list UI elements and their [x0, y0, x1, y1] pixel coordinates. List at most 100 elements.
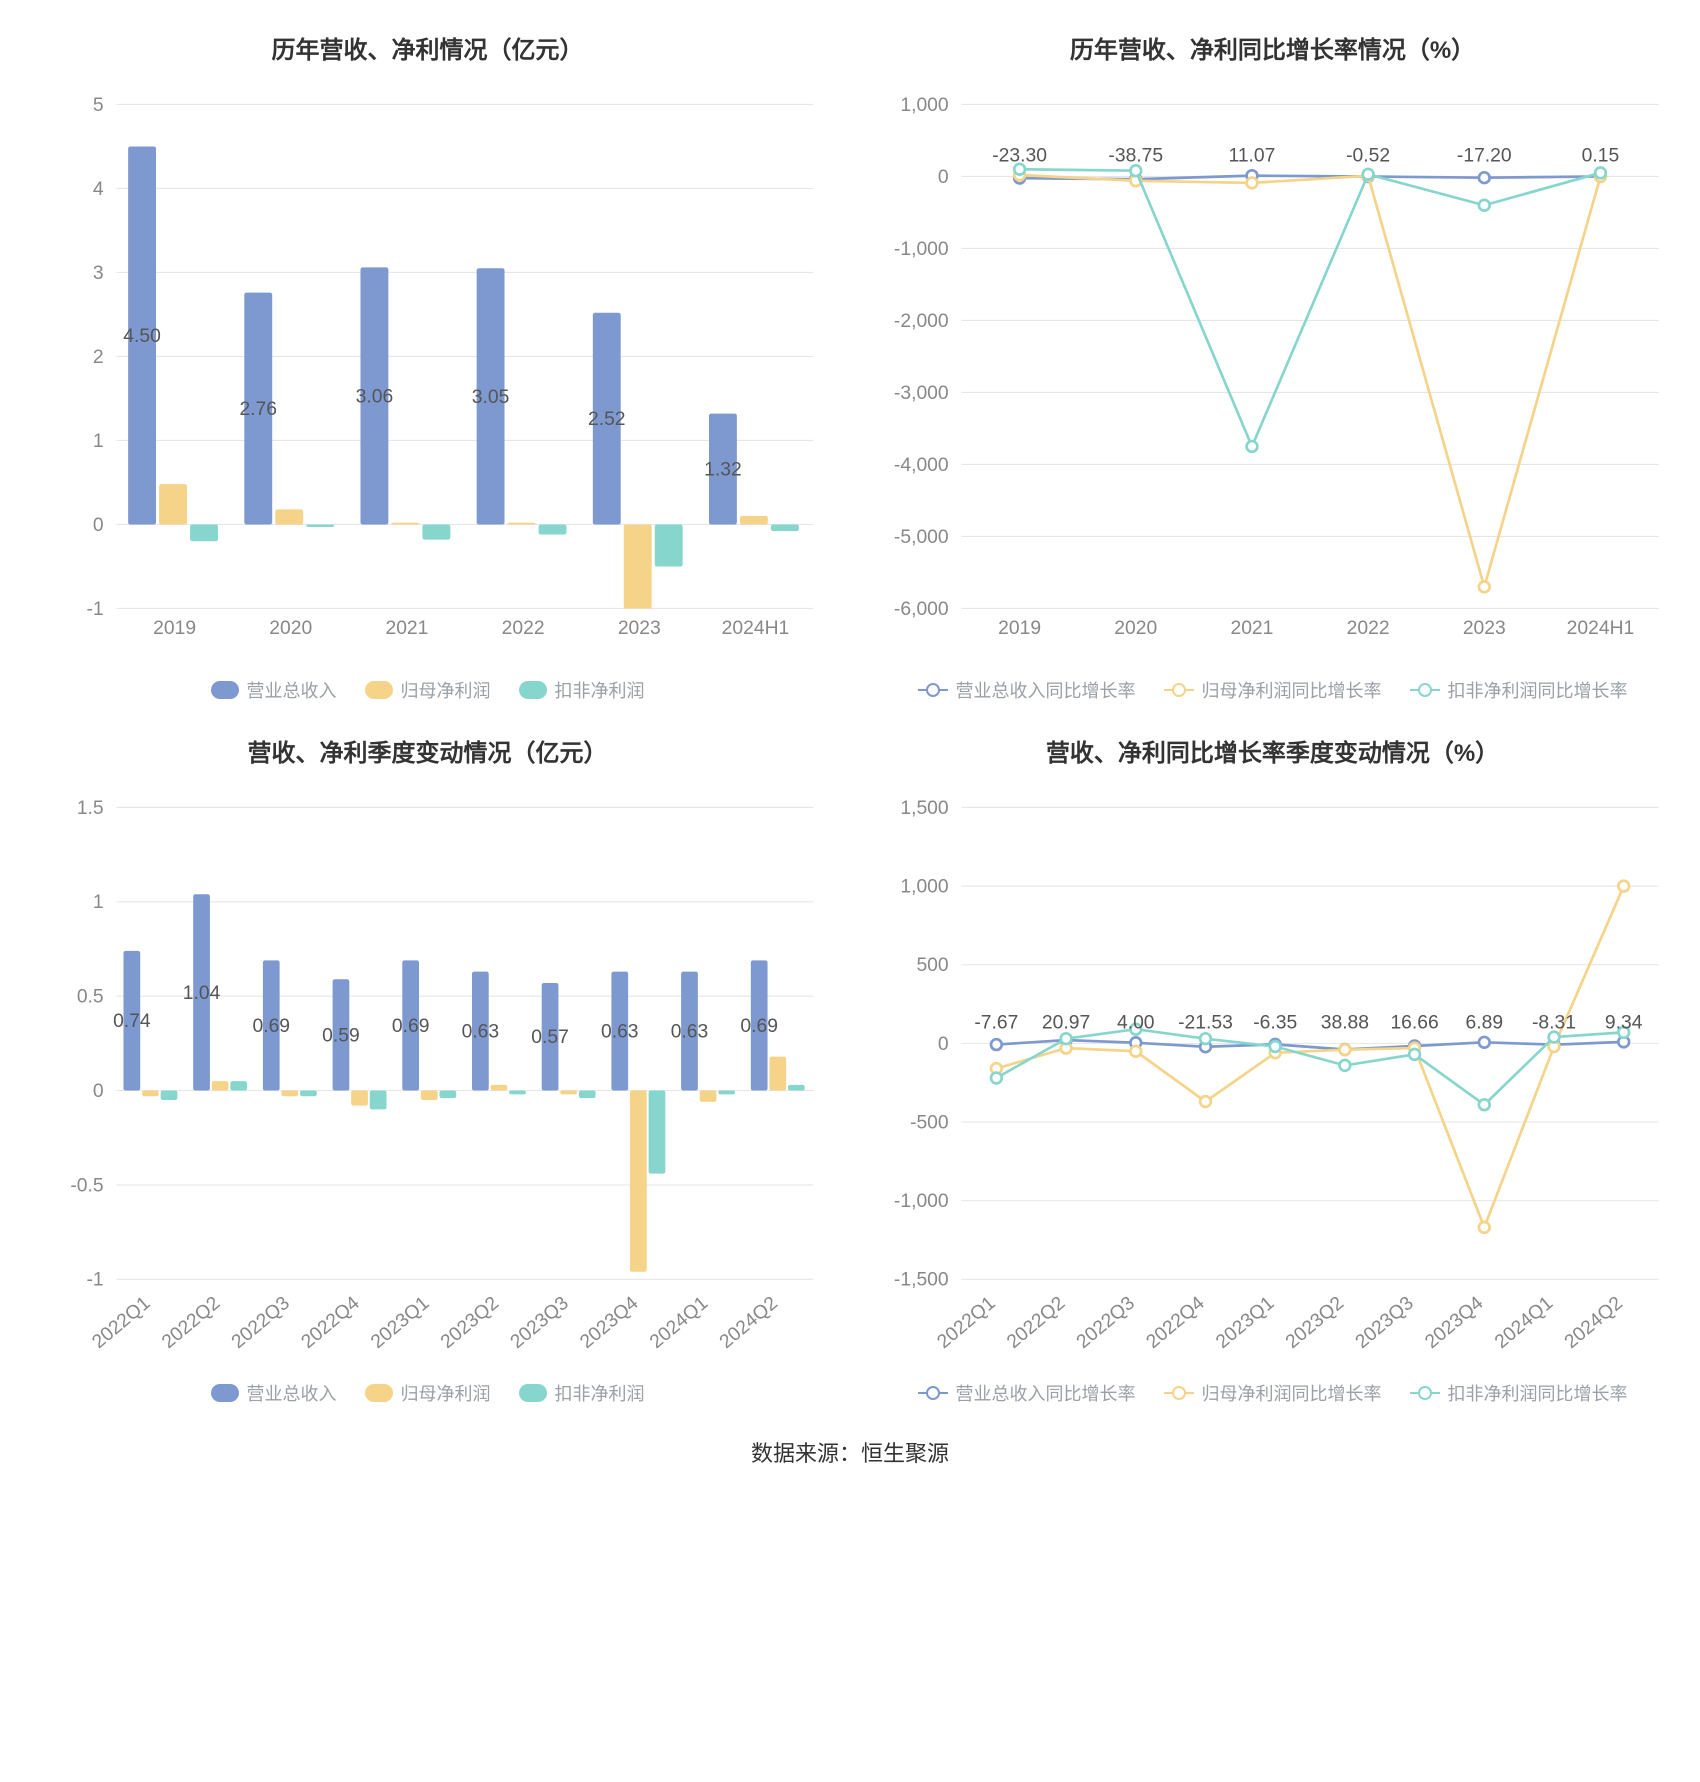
svg-text:1,500: 1,500: [900, 798, 948, 819]
svg-text:2: 2: [93, 347, 104, 368]
legend-label: 扣非净利润: [555, 677, 645, 703]
chart1-title: 历年营收、净利情况（亿元）: [20, 30, 835, 65]
legend-swatch: [918, 683, 948, 697]
legend-swatch: [211, 681, 239, 699]
legend-item: 营业总收入: [211, 1380, 337, 1406]
legend-label: 营业总收入同比增长率: [956, 677, 1136, 703]
chart4-legend: 营业总收入同比增长率 归母净利润同比增长率 扣非净利润同比增长率: [865, 1380, 1680, 1406]
svg-text:2023Q4: 2023Q4: [1421, 1293, 1487, 1353]
legend-label: 营业总收入同比增长率: [956, 1380, 1136, 1406]
svg-text:500: 500: [916, 955, 948, 976]
svg-text:-5,000: -5,000: [894, 527, 949, 548]
svg-text:11.07: 11.07: [1229, 145, 1276, 166]
legend-swatch: [918, 1386, 948, 1400]
svg-text:2020: 2020: [269, 618, 312, 639]
legend-item: 扣非净利润同比增长率: [1410, 677, 1628, 703]
legend-label: 营业总收入: [247, 1380, 337, 1406]
svg-text:-38.75: -38.75: [1108, 145, 1163, 166]
svg-text:2.52: 2.52: [588, 409, 626, 430]
svg-text:-1,000: -1,000: [894, 1191, 949, 1212]
svg-text:-17.20: -17.20: [1457, 145, 1512, 166]
chart3-title: 营收、净利季度变动情况（亿元）: [20, 733, 835, 768]
legend-swatch: [1164, 1386, 1194, 1400]
legend-item: 营业总收入同比增长率: [918, 1380, 1136, 1406]
svg-text:2024Q1: 2024Q1: [646, 1293, 712, 1353]
svg-text:6.89: 6.89: [1466, 1012, 1504, 1033]
svg-text:2022Q4: 2022Q4: [1143, 1293, 1209, 1353]
legend-swatch: [365, 681, 393, 699]
svg-text:-3,000: -3,000: [894, 383, 949, 404]
svg-text:0.15: 0.15: [1582, 145, 1620, 166]
legend-swatch: [211, 1384, 239, 1402]
chart4-title: 营收、净利同比增长率季度变动情况（%）: [865, 733, 1680, 768]
svg-text:3.06: 3.06: [356, 386, 394, 407]
chart2-legend: 营业总收入同比增长率 归母净利润同比增长率 扣非净利润同比增长率: [865, 677, 1680, 703]
svg-text:1.5: 1.5: [77, 798, 104, 819]
svg-text:0.74: 0.74: [113, 1011, 151, 1032]
svg-text:2024Q2: 2024Q2: [716, 1293, 782, 1353]
svg-text:0.63: 0.63: [671, 1022, 709, 1043]
svg-text:-1,000: -1,000: [894, 239, 949, 260]
svg-text:2022Q4: 2022Q4: [298, 1293, 364, 1353]
svg-text:2019: 2019: [998, 618, 1041, 639]
svg-text:-1: -1: [86, 599, 103, 620]
panel-quarterly-bar: 营收、净利季度变动情况（亿元） -1-0.500.511.52022Q12022…: [20, 723, 835, 1406]
svg-text:5: 5: [93, 95, 104, 116]
legend-label: 营业总收入: [247, 677, 337, 703]
svg-text:-6,000: -6,000: [894, 599, 949, 620]
svg-text:2021: 2021: [385, 618, 428, 639]
svg-text:0: 0: [93, 1081, 104, 1102]
svg-text:0: 0: [93, 515, 104, 536]
svg-text:-6.35: -6.35: [1253, 1012, 1297, 1033]
svg-text:2022Q2: 2022Q2: [158, 1293, 224, 1353]
svg-text:2.76: 2.76: [239, 399, 277, 420]
chart3-legend: 营业总收入 归母净利润 扣非净利润: [20, 1380, 835, 1406]
svg-text:-0.5: -0.5: [70, 1175, 103, 1196]
svg-text:-0.52: -0.52: [1346, 145, 1390, 166]
svg-text:0: 0: [938, 1034, 949, 1055]
chart3-plot: -1-0.500.511.52022Q12022Q22022Q32022Q420…: [20, 786, 835, 1370]
panel-annual-bar: 历年营收、净利情况（亿元） -1012345201920202021202220…: [20, 20, 835, 703]
legend-label: 扣非净利润同比增长率: [1448, 677, 1628, 703]
svg-text:3: 3: [93, 263, 104, 284]
svg-text:2023Q3: 2023Q3: [507, 1293, 573, 1353]
svg-text:2022Q1: 2022Q1: [933, 1293, 999, 1353]
svg-text:2023Q2: 2023Q2: [437, 1293, 503, 1353]
svg-text:2023: 2023: [618, 618, 661, 639]
svg-text:1.04: 1.04: [183, 983, 221, 1004]
chart2-title: 历年营收、净利同比增长率情况（%）: [865, 30, 1680, 65]
legend-label: 扣非净利润: [555, 1380, 645, 1406]
legend-swatch: [365, 1384, 393, 1402]
svg-text:2020: 2020: [1114, 618, 1157, 639]
svg-text:0.63: 0.63: [601, 1022, 639, 1043]
svg-text:-7.67: -7.67: [974, 1012, 1018, 1033]
svg-text:-1: -1: [86, 1270, 103, 1291]
svg-text:38.88: 38.88: [1321, 1012, 1369, 1033]
svg-text:2022Q3: 2022Q3: [1073, 1293, 1139, 1353]
chart1-legend: 营业总收入归母净利润扣非净利润: [20, 677, 835, 703]
svg-text:1,000: 1,000: [900, 877, 948, 898]
legend-item: 归母净利润同比增长率: [1164, 1380, 1382, 1406]
svg-text:2024Q2: 2024Q2: [1561, 1293, 1627, 1353]
svg-text:2023Q1: 2023Q1: [367, 1293, 433, 1353]
svg-text:0.57: 0.57: [531, 1027, 569, 1048]
svg-text:4: 4: [93, 179, 104, 200]
svg-text:0.69: 0.69: [392, 1016, 430, 1037]
chart-grid: 历年营收、净利情况（亿元） -1012345201920202021202220…: [20, 20, 1680, 1406]
svg-text:-8.31: -8.31: [1532, 1012, 1576, 1033]
svg-text:2023Q1: 2023Q1: [1212, 1293, 1278, 1353]
legend-item: 扣非净利润: [519, 1380, 645, 1406]
svg-text:20.97: 20.97: [1042, 1012, 1090, 1033]
legend-label: 扣非净利润同比增长率: [1448, 1380, 1628, 1406]
legend-label: 归母净利润: [401, 1380, 491, 1406]
svg-text:4.00: 4.00: [1117, 1012, 1155, 1033]
chart4-plot: -1,500-1,000-50005001,0001,5002022Q12022…: [865, 786, 1680, 1370]
legend-swatch: [1410, 1386, 1440, 1400]
panel-quarterly-line: 营收、净利同比增长率季度变动情况（%） -1,500-1,000-5000500…: [865, 723, 1680, 1406]
svg-text:2024H1: 2024H1: [722, 618, 790, 639]
svg-text:2022: 2022: [502, 618, 545, 639]
svg-text:9.34: 9.34: [1605, 1012, 1643, 1033]
svg-text:0: 0: [938, 167, 949, 188]
legend-item: 归母净利润同比增长率: [1164, 677, 1382, 703]
svg-text:-4,000: -4,000: [894, 455, 949, 476]
